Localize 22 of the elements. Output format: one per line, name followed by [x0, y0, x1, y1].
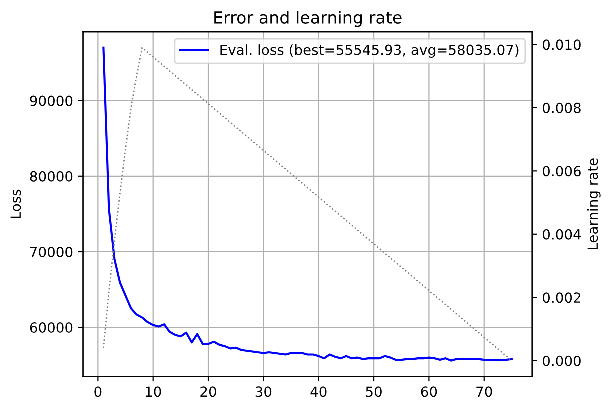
x-tick-label: 70 — [476, 386, 492, 398]
x-tick-label: 30 — [256, 386, 272, 398]
y2-tick-label: 0.004 — [543, 229, 582, 240]
x-tick-label: 50 — [366, 386, 382, 398]
y2-tick-label: 0.002 — [543, 292, 580, 304]
y2-tick-label: 0.010 — [543, 40, 581, 50]
legend-label: Eval. loss (best=55545.93, avg=58035.07) — [220, 44, 519, 58]
y-tick-label: 70000 — [30, 246, 73, 258]
y-tick-label: 60000 — [30, 322, 73, 334]
y2-tick-label: 0.008 — [543, 102, 581, 114]
chart-title: Error and learning rate — [214, 11, 402, 28]
y-tick-label: 80000 — [30, 171, 73, 182]
x-tick-label: 60 — [421, 386, 438, 398]
y-axis-title: Loss — [10, 190, 22, 218]
x-tick-label: 0 — [94, 386, 102, 398]
y-tick-label: 90000 — [30, 96, 73, 106]
x-tick-label: 20 — [200, 386, 216, 398]
x-tick-label: 10 — [146, 386, 162, 398]
y2-axis-title: Learning rate — [587, 158, 601, 250]
x-tick-label: 40 — [310, 386, 327, 398]
y2-tick-label: 0.000 — [543, 356, 581, 366]
y2-tick-label: 0.006 — [543, 166, 581, 177]
